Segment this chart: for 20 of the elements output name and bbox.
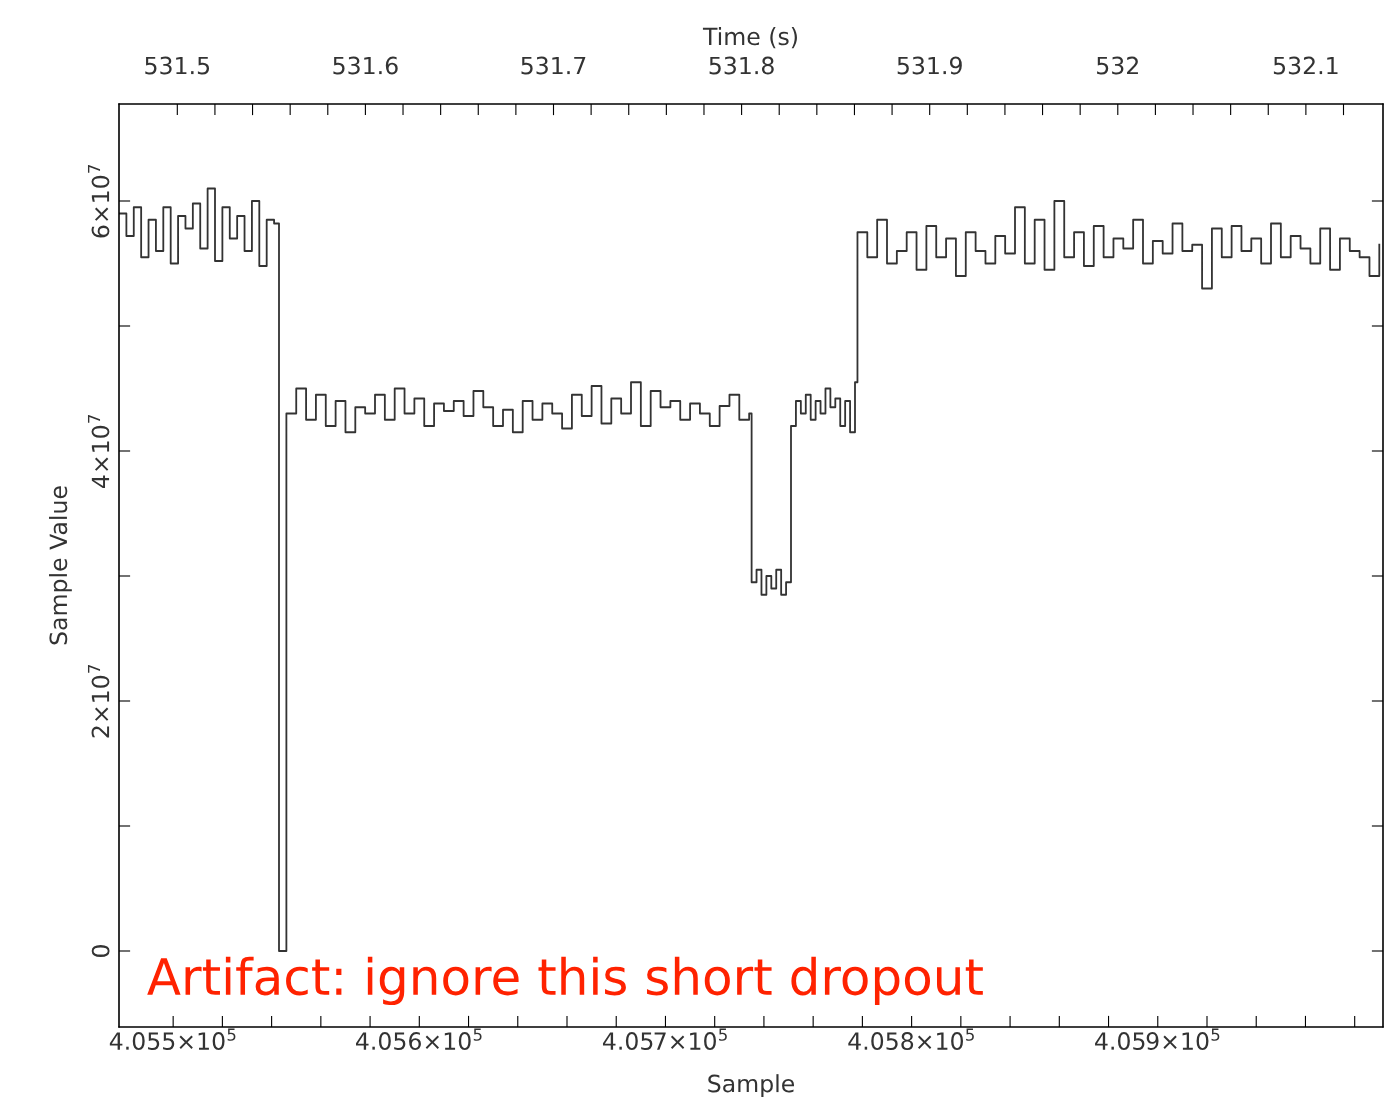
x2-tick-label: 531.6 <box>333 56 398 75</box>
y-tick-label: 6×10$^{7}$ <box>87 164 110 238</box>
x2-tick-label: 531.7 <box>521 56 586 75</box>
y-tick-label: 0 <box>91 945 110 957</box>
y-axis-title: Sample Value <box>48 486 72 645</box>
x-tick-label: 4.059×10$^{5}$ <box>1095 1028 1220 1050</box>
x2-tick-label: 531.9 <box>897 56 962 75</box>
x-tick-label: 4.056×10$^{5}$ <box>356 1028 482 1050</box>
x-tick-label: 4.055×10$^{5}$ <box>109 1028 236 1050</box>
x2-tick-label: 532 <box>1097 56 1138 75</box>
x2-axis-title: Time (s) <box>702 27 797 49</box>
x2-tick-label: 531.8 <box>709 56 774 75</box>
x-tick-label: 4.058×10$^{5}$ <box>848 1028 974 1050</box>
x-tick-label: 4.057×10$^{5}$ <box>602 1028 727 1050</box>
x2-tick-label: 532.1 <box>1273 56 1338 75</box>
y-tick-label: 4×10$^{7}$ <box>87 414 110 488</box>
x-axis-title: Sample <box>708 1074 795 1098</box>
y-tick-label: 2×10$^{7}$ <box>87 664 110 738</box>
x2-tick-label: 531.5 <box>145 56 210 75</box>
annotation: Artifact: ignore this short dropout <box>147 956 983 1006</box>
